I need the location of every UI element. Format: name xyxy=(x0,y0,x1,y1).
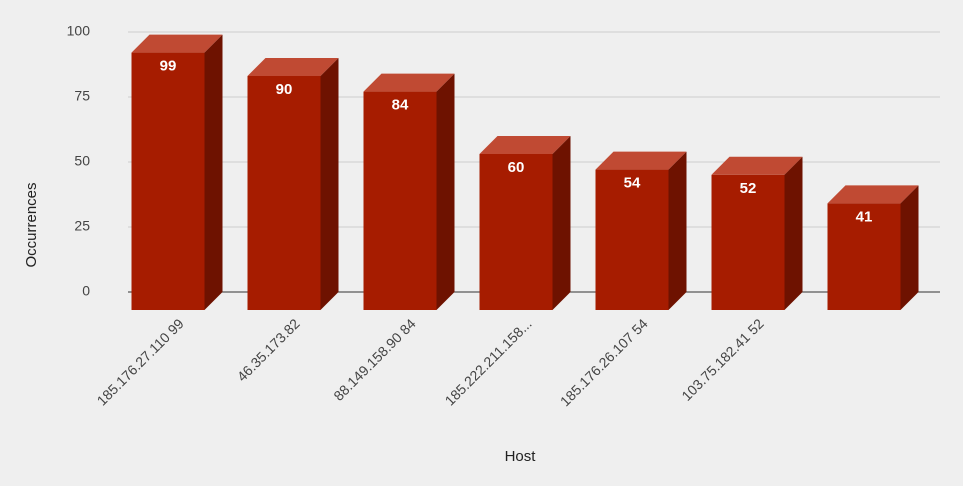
bar-front xyxy=(131,52,205,310)
bar-side xyxy=(204,34,223,310)
bar-front xyxy=(247,76,321,310)
data-label: 90 xyxy=(276,81,293,98)
y-axis-title: Occurrences xyxy=(23,182,40,267)
y-tick-label: 75 xyxy=(74,88,90,104)
bar-side xyxy=(900,185,919,310)
data-label: 99 xyxy=(160,58,177,75)
bar xyxy=(247,58,339,310)
bar-side xyxy=(552,136,571,310)
bar xyxy=(363,73,455,310)
bar-front xyxy=(363,91,437,310)
bar-top xyxy=(595,151,687,170)
y-tick-label: 0 xyxy=(82,283,90,299)
x-axis-title: Host xyxy=(505,448,537,465)
bar-top xyxy=(131,34,223,53)
bar-top xyxy=(363,73,455,92)
bar xyxy=(595,151,687,310)
bar-front xyxy=(827,203,901,310)
bar xyxy=(479,136,571,310)
data-label: 60 xyxy=(508,159,525,176)
bar-top xyxy=(827,185,919,204)
data-label: 84 xyxy=(392,97,409,114)
bar-front xyxy=(711,174,785,310)
bar-front xyxy=(595,169,669,310)
y-tick-label: 100 xyxy=(67,23,91,39)
y-tick-label: 25 xyxy=(74,218,90,234)
bar-top xyxy=(479,136,571,154)
y-tick-label: 50 xyxy=(74,153,90,169)
bar-top xyxy=(711,156,803,175)
bar-side xyxy=(320,58,339,310)
bar-side xyxy=(784,156,803,310)
data-label: 54 xyxy=(624,175,641,192)
data-label: 52 xyxy=(740,180,757,197)
bar xyxy=(711,156,803,310)
data-label: 41 xyxy=(856,208,873,225)
bar xyxy=(827,185,919,310)
bar xyxy=(131,34,223,310)
bar-top xyxy=(247,58,339,76)
bar-side xyxy=(436,73,455,310)
bar-front xyxy=(479,154,553,310)
bar-side xyxy=(668,151,687,310)
